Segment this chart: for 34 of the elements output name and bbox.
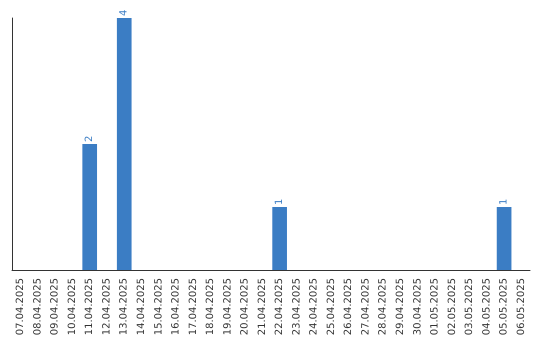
x-tick-label: 11.04.2025 — [84, 278, 96, 336]
x-tick-label: 19.04.2025 — [222, 278, 234, 336]
x-tick-label: 08.04.2025 — [32, 278, 44, 336]
x-tick-label: 09.04.2025 — [50, 278, 61, 336]
x-tick-label: 02.05.2025 — [446, 278, 458, 336]
x-tick-label: 23.04.2025 — [291, 278, 302, 336]
x-tick-label: 03.05.2025 — [464, 278, 476, 336]
x-tick-label: 17.04.2025 — [188, 278, 199, 336]
x-tick-label: 25.04.2025 — [326, 278, 337, 336]
x-tick-label: 05.05.2025 — [498, 278, 510, 336]
x-tick-label: 22.04.2025 — [274, 278, 286, 336]
data-label: 1 — [498, 198, 510, 205]
x-tick-label: 01.05.2025 — [430, 278, 441, 336]
x-tick-label: 04.05.2025 — [481, 278, 492, 336]
x-tick-label: 16.04.2025 — [170, 278, 182, 336]
x-tick-label: 29.04.2025 — [395, 278, 406, 336]
x-tick-label: 24.04.2025 — [308, 278, 320, 336]
data-label: 2 — [84, 136, 96, 142]
x-tick-label: 18.04.2025 — [205, 278, 216, 336]
x-tick-label: 07.04.2025 — [15, 278, 26, 336]
x-tick-label: 10.04.2025 — [66, 278, 78, 336]
x-tick-label: 27.04.2025 — [360, 278, 372, 336]
x-tick-label: 30.04.2025 — [412, 278, 424, 336]
x-tick-label: 21.04.2025 — [256, 278, 268, 336]
x-tick-label: 28.04.2025 — [378, 278, 389, 336]
x-tick-label: 15.04.2025 — [153, 278, 164, 336]
x-tick-label: 06.05.2025 — [516, 278, 527, 336]
data-label: 1 — [274, 198, 286, 205]
data-label: 4 — [118, 10, 130, 16]
x-tick-label: 13.04.2025 — [118, 278, 130, 336]
x-tick-label: 26.04.2025 — [343, 278, 354, 336]
x-tick-label: 12.04.2025 — [101, 278, 112, 336]
x-tick-label: 14.04.2025 — [136, 278, 147, 336]
x-tick-label: 20.04.2025 — [240, 278, 251, 336]
